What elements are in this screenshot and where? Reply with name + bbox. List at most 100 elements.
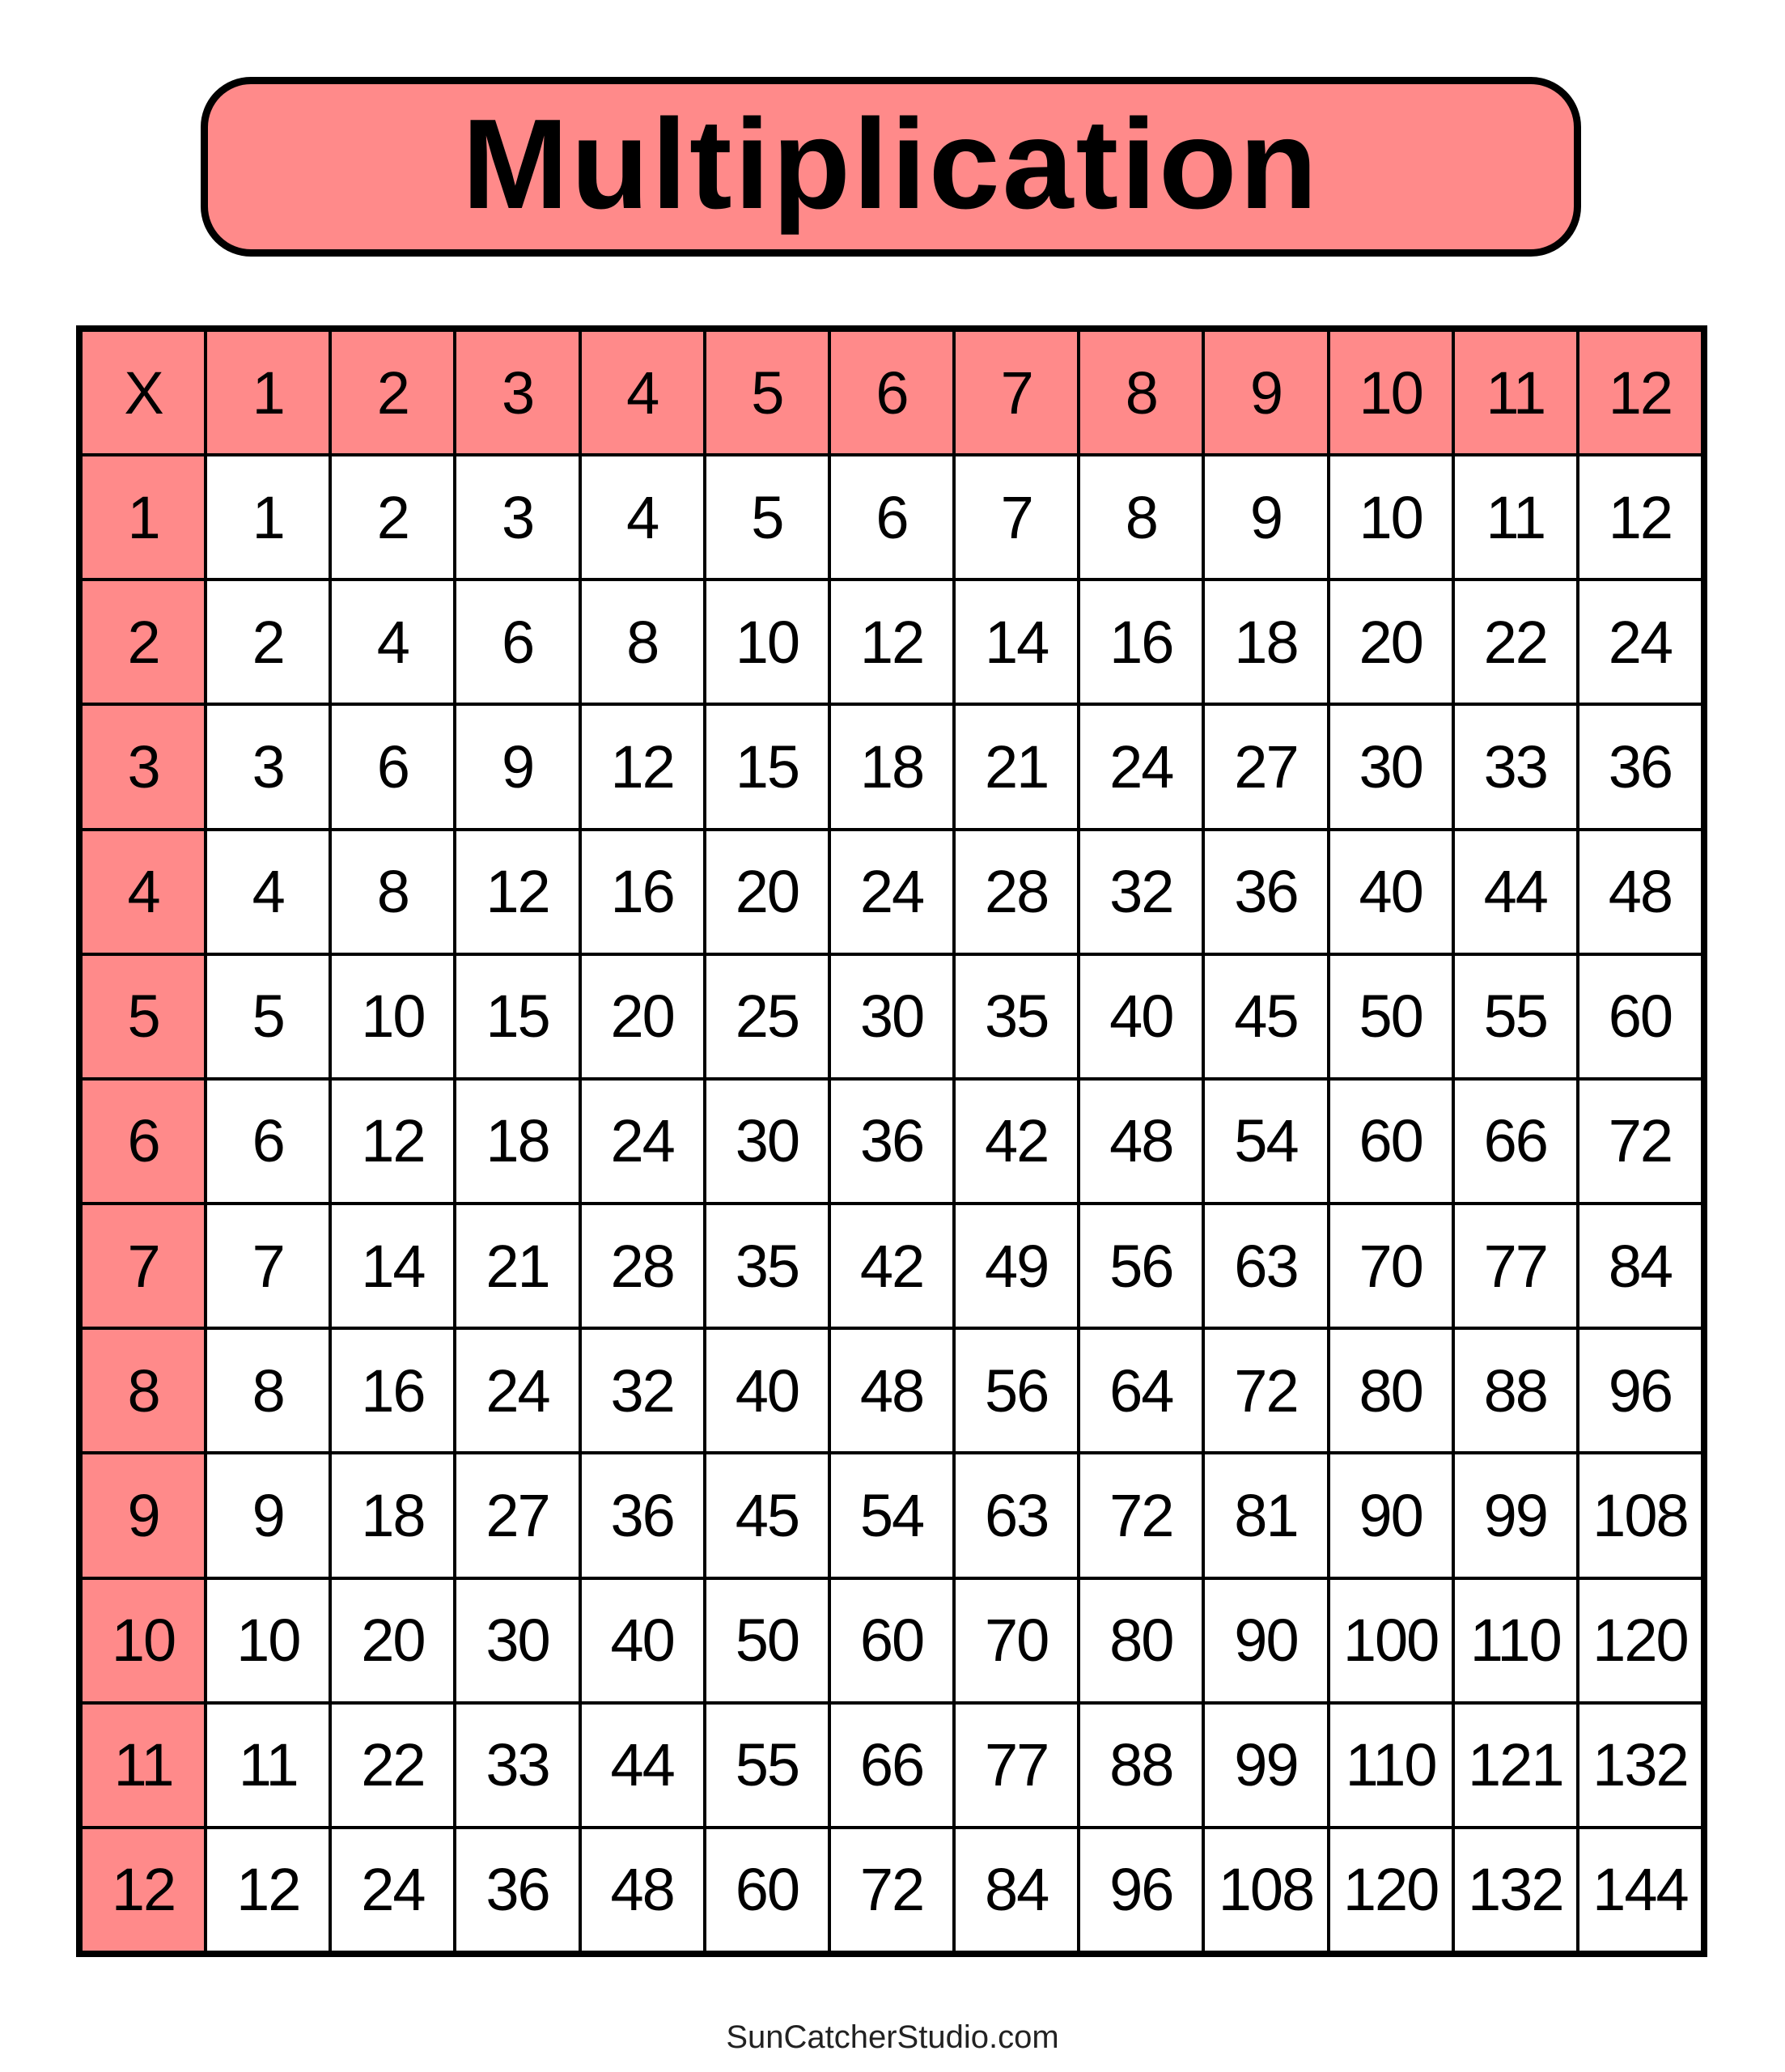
column-header: 12: [1579, 332, 1701, 454]
table-cell: 54: [830, 1454, 953, 1577]
table-cell: 4: [581, 456, 703, 579]
table-cell: 14: [332, 1205, 454, 1327]
table-cell: 11: [1454, 456, 1576, 579]
table-cell: 45: [706, 1454, 828, 1577]
column-header: 9: [1205, 332, 1327, 454]
table-cell: 108: [1205, 1828, 1327, 1951]
table-cell: 6: [332, 706, 454, 828]
table-cell: 60: [830, 1579, 953, 1701]
table-cell: 12: [207, 1828, 329, 1951]
table-cell: 36: [830, 1080, 953, 1203]
table-cell: 12: [1579, 456, 1701, 579]
column-header: 7: [956, 332, 1078, 454]
column-header: 4: [581, 332, 703, 454]
table-cell: 90: [1205, 1579, 1327, 1701]
table-cell: 9: [456, 706, 579, 828]
table-cell: 72: [1205, 1330, 1327, 1452]
table-cell: 24: [1080, 706, 1202, 828]
table-cell: 108: [1579, 1454, 1701, 1577]
table-cell: 12: [830, 581, 953, 703]
table-cell: 80: [1329, 1330, 1452, 1452]
table-cell: 40: [1329, 830, 1452, 953]
row-header: 5: [83, 955, 205, 1077]
table-cell: 77: [956, 1704, 1078, 1826]
table-cell: 60: [1329, 1080, 1452, 1203]
table-cell: 72: [1080, 1454, 1202, 1577]
footer-credit: SunCatcherStudio.com: [726, 2019, 1059, 2055]
column-header: 6: [830, 332, 953, 454]
table-cell: 32: [581, 1330, 703, 1452]
table-cell: 3: [456, 456, 579, 579]
table-cell: 70: [956, 1579, 1078, 1701]
table-cell: 110: [1329, 1704, 1452, 1826]
table-cell: 144: [1579, 1828, 1701, 1951]
column-header: 2: [332, 332, 454, 454]
table-cell: 12: [332, 1080, 454, 1203]
table-cell: 16: [1080, 581, 1202, 703]
table-cell: 25: [706, 955, 828, 1077]
table-cell: 14: [956, 581, 1078, 703]
column-header: 1: [207, 332, 329, 454]
row-header: 2: [83, 581, 205, 703]
table-cell: 60: [1579, 955, 1701, 1077]
table-cell: 120: [1579, 1579, 1701, 1701]
table-cell: 6: [830, 456, 953, 579]
table-cell: 132: [1579, 1704, 1701, 1826]
multiplication-table: X 1 2 3 4 5 6 7 8 9 10 11 12 1 1 2 3 4 5 6 7 8 9 10 11 12 2 2 4 6 8 10 1…: [76, 325, 1707, 1957]
column-header: 5: [706, 332, 828, 454]
table-cell: 100: [1329, 1579, 1452, 1701]
table-cell: 2: [332, 456, 454, 579]
table-cell: 121: [1454, 1704, 1576, 1826]
table-cell: 9: [1205, 456, 1327, 579]
table-cell: 44: [581, 1704, 703, 1826]
table-cell: 24: [830, 830, 953, 953]
table-cell: 12: [456, 830, 579, 953]
table-cell: 72: [1579, 1080, 1701, 1203]
table-cell: 12: [581, 706, 703, 828]
table-cell: 8: [581, 581, 703, 703]
table-cell: 28: [581, 1205, 703, 1327]
table-cell: 36: [456, 1828, 579, 1951]
table-cell: 63: [1205, 1205, 1327, 1327]
table-cell: 35: [706, 1205, 828, 1327]
table-cell: 80: [1080, 1579, 1202, 1701]
table-cell: 24: [1579, 581, 1701, 703]
column-header: 11: [1454, 332, 1576, 454]
table-cell: 48: [581, 1828, 703, 1951]
table-cell: 24: [332, 1828, 454, 1951]
table-cell: 50: [1329, 955, 1452, 1077]
table-cell: 66: [1454, 1080, 1576, 1203]
table-cell: 10: [332, 955, 454, 1077]
table-cell: 120: [1329, 1828, 1452, 1951]
row-header: 4: [83, 830, 205, 953]
table-cell: 8: [332, 830, 454, 953]
row-header: 8: [83, 1330, 205, 1452]
table-cell: 45: [1205, 955, 1327, 1077]
table-cell: 9: [207, 1454, 329, 1577]
table-cell: 36: [1205, 830, 1327, 953]
table-cell: 56: [1080, 1205, 1202, 1327]
table-cell: 2: [207, 581, 329, 703]
table-cell: 16: [581, 830, 703, 953]
table-cell: 42: [830, 1205, 953, 1327]
table-cell: 132: [1454, 1828, 1576, 1951]
table-cell: 72: [830, 1828, 953, 1951]
table-cell: 99: [1205, 1704, 1327, 1826]
table-cell: 11: [207, 1704, 329, 1826]
column-header: 8: [1080, 332, 1202, 454]
row-header: 12: [83, 1828, 205, 1951]
table-cell: 44: [1454, 830, 1576, 953]
table-cell: 54: [1205, 1080, 1327, 1203]
table-cell: 24: [581, 1080, 703, 1203]
table-cell: 10: [207, 1579, 329, 1701]
table-cell: 48: [830, 1330, 953, 1452]
table-cell: 33: [1454, 706, 1576, 828]
table-cell: 20: [581, 955, 703, 1077]
table-cell: 96: [1579, 1330, 1701, 1452]
table-cell: 3: [207, 706, 329, 828]
table-cell: 18: [830, 706, 953, 828]
row-header: 7: [83, 1205, 205, 1327]
table-cell: 35: [956, 955, 1078, 1077]
table-cell: 40: [1080, 955, 1202, 1077]
table-cell: 6: [456, 581, 579, 703]
